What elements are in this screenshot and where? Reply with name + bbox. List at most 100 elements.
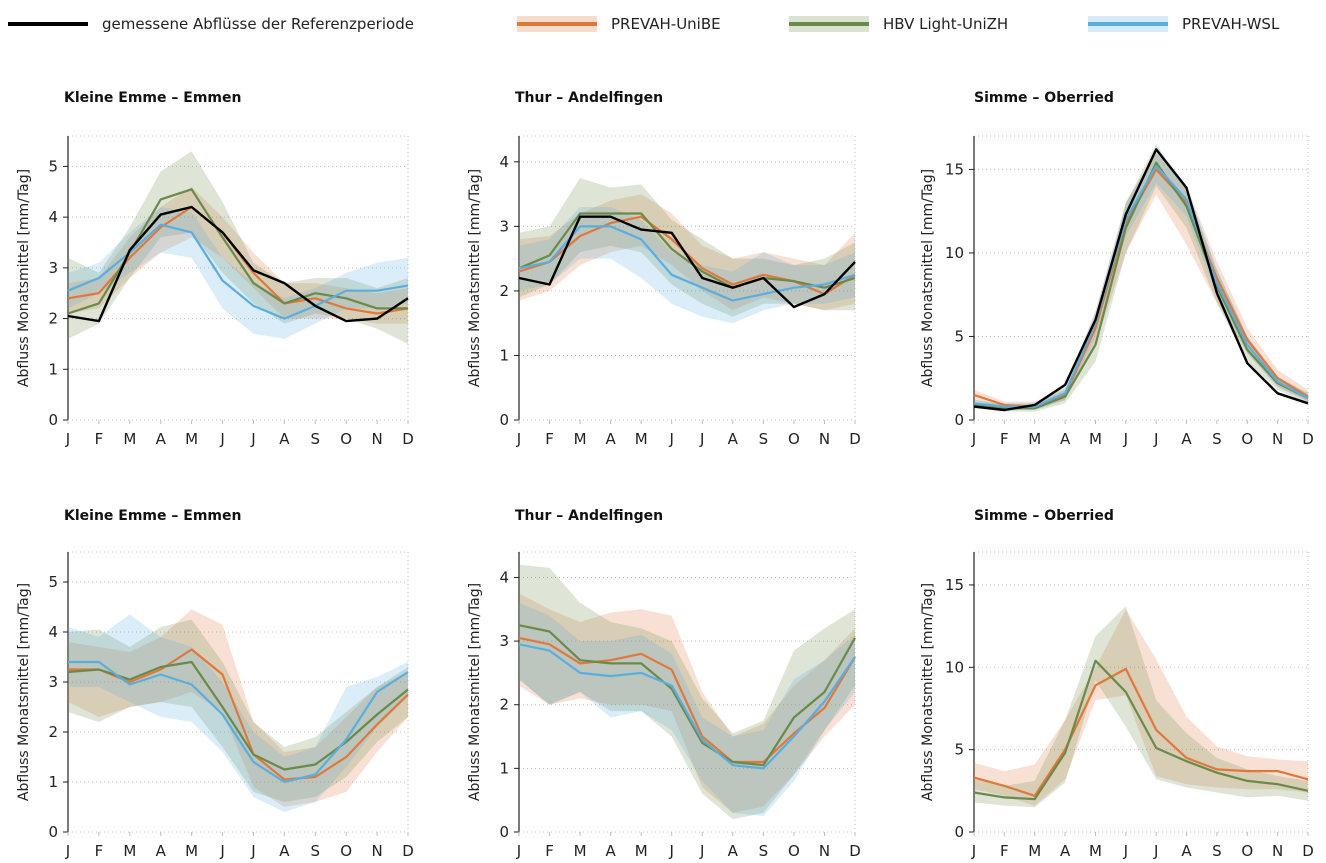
y-tick-label: 0 [499,823,509,841]
chart-title: Thur – Andelfingen [515,90,663,106]
y-tick-label: 4 [499,153,509,171]
legend-line-model-1 [517,22,597,26]
series-line-model-2 [973,659,1309,801]
x-tick-label: M [574,842,587,860]
x-tick-label: O [788,842,800,860]
x-tick-label: O [788,430,800,448]
chart-panel-1: Kleine Emme – Emmen Abfluss Monatsmittel … [16,90,414,448]
x-tick-label: A [1060,430,1071,448]
legend: gemessene Abflüsse der Referenzperiode P… [0,0,1326,50]
y-tick-label: 0 [499,411,509,429]
x-tick-label: J [516,430,521,448]
y-tick-label: 0 [48,823,58,841]
y-tick-label: 0 [954,823,964,841]
x-tick-label: M [1028,430,1041,448]
series-line-model-2 [518,624,856,767]
series-line-model-2 [67,660,409,771]
x-tick-label: J [65,842,70,860]
band-model-2 [974,606,1308,808]
chart-title: Thur – Andelfingen [515,508,663,524]
band-model-3 [519,602,855,817]
x-tick-label: J [1153,430,1158,448]
band-model-3 [519,207,855,324]
series-line-observed [973,148,1309,412]
band-model-2 [68,151,408,344]
x-tick-label: J [669,842,674,860]
x-tick-label: M [1089,430,1102,448]
x-tick-label: J [699,842,704,860]
legend-swatch-model-3 [1088,13,1168,35]
y-tick-label: 5 [48,573,58,591]
x-tick-label: J [250,842,255,860]
x-tick-label: S [759,842,769,860]
x-tick-label: M [1089,842,1102,860]
y-tick-label: 0 [48,411,58,429]
chart-title: Simme – Oberried [974,90,1114,106]
y-tick-label: 2 [48,310,58,328]
y-tick-label: 3 [499,632,509,650]
x-tick-label: D [1302,430,1314,448]
x-tick-label: O [340,842,352,860]
legend-item-model-3: PREVAH-WSL [1088,12,1279,36]
legend-swatch-model-1 [517,13,597,35]
x-tick-label: N [371,430,382,448]
legend-label-model-1: PREVAH-UniBE [611,15,721,33]
chart-panel-6: Simme – Oberried Abfluss Monatsmittel [mm… [920,508,1314,860]
x-tick-label: O [1241,842,1253,860]
series-line-model-3 [67,223,409,320]
band-model-1 [974,609,1308,806]
band-model-3 [68,207,408,339]
y-axis-label: Abfluss Monatsmittel [mm/Tag] [920,583,936,801]
series-line-model-1 [973,667,1309,797]
legend-swatch-observed [8,13,88,35]
legend-swatch-model-2 [789,13,869,35]
x-tick-label: F [1000,430,1009,448]
x-tick-label: F [95,430,104,448]
y-tick-label: 1 [48,360,58,378]
x-tick-label: J [250,430,255,448]
x-tick-label: A [1060,842,1071,860]
x-tick-label: A [728,430,739,448]
x-tick-label: J [1153,842,1158,860]
x-tick-label: S [311,842,321,860]
band-model-1 [68,186,408,324]
y-axis-label: Abfluss Monatsmittel [mm/Tag] [920,169,936,387]
y-tick-label: 4 [48,208,58,226]
x-tick-label: J [219,842,224,860]
y-tick-label: 5 [954,327,964,345]
x-tick-label: J [699,430,704,448]
y-tick-label: 10 [945,658,964,676]
y-tick-label: 1 [499,759,509,777]
x-tick-label: M [123,842,136,860]
legend-item-observed: gemessene Abflüsse der Referenzperiode [8,12,414,36]
legend-label-model-2: HBV Light-UniZH [883,15,1009,33]
x-tick-label: J [1123,430,1128,448]
x-tick-label: A [156,430,167,448]
chart-panel-5: Thur – Andelfingen Abfluss Monatsmittel [… [467,508,861,860]
x-tick-label: A [279,842,290,860]
y-tick-label: 15 [945,160,964,178]
x-tick-label: M [1028,842,1041,860]
chart-panel-3: Simme – Oberried Abfluss Monatsmittel [mm… [920,90,1314,448]
legend-line-observed [8,22,88,26]
x-tick-label: F [545,430,554,448]
x-tick-label: S [1212,842,1222,860]
chart-title: Kleine Emme – Emmen [64,508,241,524]
y-tick-label: 15 [945,576,964,594]
y-tick-label: 5 [954,741,964,759]
x-tick-label: N [1272,842,1283,860]
y-tick-label: 10 [945,244,964,262]
series-line-observed [518,215,856,309]
y-tick-label: 2 [499,282,509,300]
x-tick-label: S [1212,430,1222,448]
x-tick-label: N [819,430,830,448]
legend-label-observed: gemessene Abflüsse der Referenzperiode [102,15,414,33]
x-tick-label: S [311,430,321,448]
x-tick-label: D [849,430,861,448]
series-line-model-2 [973,161,1309,410]
x-tick-label: M [574,430,587,448]
x-tick-label: M [185,430,198,448]
legend-label-model-3: PREVAH-WSL [1182,15,1280,33]
x-tick-label: J [516,842,521,860]
